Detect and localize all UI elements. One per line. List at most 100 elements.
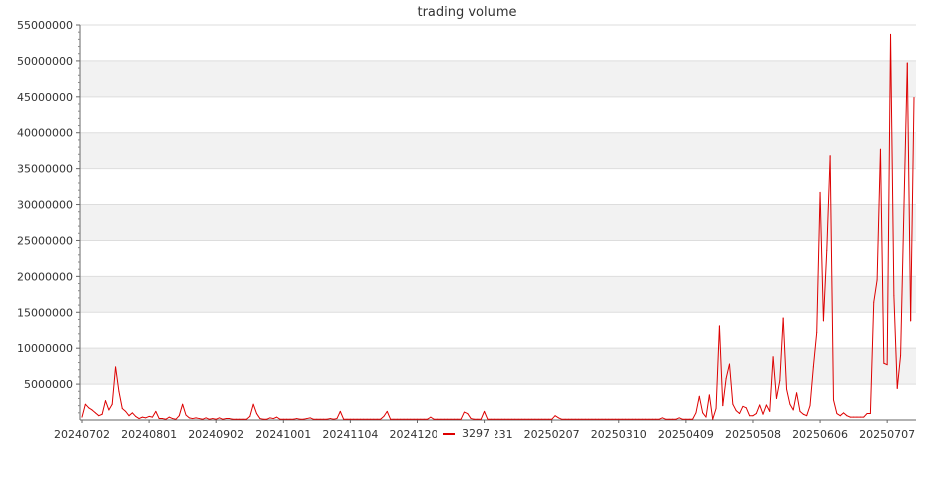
series-segment bbox=[306, 417, 311, 420]
series-segment bbox=[725, 363, 730, 379]
series-segment bbox=[302, 418, 308, 420]
series-segment bbox=[832, 399, 838, 415]
series-segment bbox=[819, 191, 824, 322]
series-segment bbox=[202, 417, 207, 420]
x-tick-label: 20250207 bbox=[524, 428, 580, 441]
x-tick-label: 20250707 bbox=[859, 428, 915, 441]
y-tick-label: 5000000 bbox=[24, 378, 73, 391]
series-segment bbox=[145, 415, 150, 419]
series-segment bbox=[84, 403, 90, 409]
grid-band bbox=[80, 60, 916, 97]
y-tick-label: 35000000 bbox=[17, 163, 73, 176]
series-segment bbox=[557, 417, 563, 420]
series-segment bbox=[863, 413, 868, 418]
y-tick-label: 25000000 bbox=[17, 234, 73, 247]
y-tick-label: 50000000 bbox=[17, 55, 73, 68]
series-segment bbox=[900, 206, 905, 356]
series-segment bbox=[480, 410, 486, 420]
series-segment bbox=[698, 395, 704, 414]
chart-title: trading volume bbox=[417, 5, 516, 20]
series-segment bbox=[554, 415, 559, 419]
series-segment bbox=[192, 417, 197, 420]
series-segment bbox=[104, 400, 110, 411]
grid-band bbox=[80, 276, 916, 313]
grid-lines bbox=[80, 24, 916, 385]
series-segment bbox=[789, 403, 794, 411]
series-segment bbox=[188, 417, 194, 420]
series-segment bbox=[772, 356, 777, 399]
series-segment bbox=[255, 413, 261, 420]
series-segment bbox=[272, 416, 278, 420]
series-segment bbox=[135, 415, 140, 420]
x-tick-label: 20250508 bbox=[725, 428, 781, 441]
x-tick-label: 20240702 bbox=[54, 428, 110, 441]
series-segment bbox=[195, 417, 200, 420]
series-segment bbox=[467, 413, 472, 420]
series-segment bbox=[896, 354, 902, 389]
y-axis-ticks: 5000000 10000000 15000000 20000000 25000000 3… bbox=[17, 19, 80, 414]
x-tick-label: 20241104 bbox=[322, 428, 378, 441]
series-segment bbox=[826, 155, 831, 252]
series-segment bbox=[249, 403, 254, 417]
y-tick-label: 40000000 bbox=[17, 127, 73, 140]
x-tick-label: 20250606 bbox=[792, 428, 848, 441]
series-segment bbox=[799, 410, 804, 415]
series-segment bbox=[292, 418, 298, 420]
series-segment bbox=[121, 408, 127, 412]
series-segment bbox=[735, 410, 741, 415]
y-tick-label: 20000000 bbox=[17, 270, 73, 283]
series-segment bbox=[836, 413, 841, 417]
series-segment bbox=[185, 414, 190, 419]
series-segment bbox=[879, 148, 885, 364]
series-segment bbox=[705, 394, 710, 418]
y-tick-label: 55000000 bbox=[17, 19, 73, 32]
grid-band bbox=[80, 204, 916, 241]
series-segment bbox=[782, 317, 788, 390]
x-tick-label: 20241203 bbox=[389, 428, 445, 441]
series-segment bbox=[463, 411, 469, 415]
series-segment bbox=[708, 394, 714, 420]
series-segment bbox=[775, 380, 781, 399]
axes bbox=[79, 25, 916, 421]
series-segment bbox=[155, 410, 160, 420]
series-segment bbox=[229, 418, 234, 420]
series-segment bbox=[755, 404, 761, 415]
series-segment bbox=[326, 418, 331, 420]
plot-bands bbox=[80, 60, 916, 385]
series-segment bbox=[182, 403, 187, 416]
x-tick-label: 20250310 bbox=[591, 428, 647, 441]
series-segment bbox=[869, 301, 875, 415]
series-segment bbox=[172, 418, 177, 420]
series-segment bbox=[678, 417, 684, 420]
series-segment bbox=[101, 400, 106, 415]
series-segment bbox=[470, 418, 476, 420]
grid-band bbox=[80, 132, 916, 169]
series-segment bbox=[806, 405, 811, 417]
series-segment bbox=[269, 417, 274, 420]
series-segment bbox=[759, 404, 764, 415]
series-segment bbox=[386, 410, 392, 420]
series-segment bbox=[309, 417, 314, 420]
legend-background bbox=[437, 424, 495, 442]
series-segment bbox=[108, 403, 113, 411]
y-tick-label: 30000000 bbox=[17, 199, 73, 212]
series-segment bbox=[175, 415, 180, 420]
series-segment bbox=[769, 356, 774, 412]
series-segment bbox=[178, 403, 184, 417]
series-segment bbox=[890, 33, 895, 297]
series-segment bbox=[427, 416, 432, 420]
series-segment bbox=[893, 295, 898, 389]
series-segment bbox=[219, 417, 224, 420]
series-segment bbox=[222, 418, 227, 420]
series-segment bbox=[551, 415, 556, 420]
series-segment bbox=[802, 413, 808, 417]
series-segment bbox=[212, 418, 217, 420]
series-segment bbox=[732, 403, 737, 412]
series-segment bbox=[809, 366, 814, 407]
series-segment bbox=[276, 416, 281, 420]
series-segment bbox=[115, 366, 120, 392]
series-segment bbox=[215, 417, 221, 420]
series-segment bbox=[98, 413, 103, 417]
series-segment bbox=[259, 418, 264, 420]
